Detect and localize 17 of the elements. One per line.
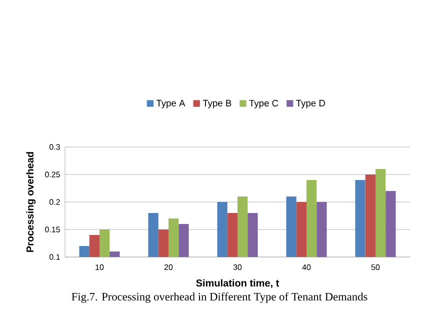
x-tick-label: 40 <box>302 264 311 270</box>
y-tick-label: 0.3 <box>49 144 60 150</box>
legend-label: Type B <box>202 100 232 108</box>
y-tick-label: 0.2 <box>49 199 60 205</box>
y-tick-label: 0.15 <box>45 226 60 232</box>
y-tick-label: 0.1 <box>49 254 60 260</box>
y-tick-label: 0.25 <box>45 172 60 178</box>
x-tick-label: 30 <box>233 264 242 270</box>
x-axis-title: Simulation time, t <box>196 279 280 288</box>
legend-label: Type C <box>249 100 278 108</box>
legend-label: Type A <box>156 100 186 108</box>
y-axis-title: Processing overhead <box>26 152 36 252</box>
legend-label: Type D <box>296 100 325 108</box>
x-tick-label: 50 <box>371 264 380 270</box>
x-tick-label: 20 <box>164 264 173 270</box>
x-tick-label: 10 <box>96 264 104 270</box>
caption: Fig.7. Processing overhead in Different Type of Tenant Demands <box>72 292 368 303</box>
